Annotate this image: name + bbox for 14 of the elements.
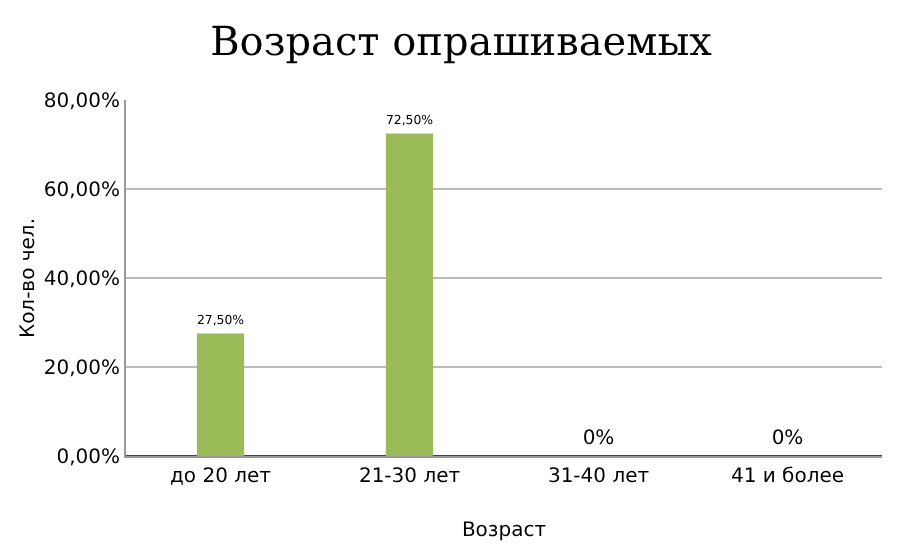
x-tick-label: до 20 лет (170, 466, 272, 488)
y-tick-label: 60,00% (43, 180, 120, 202)
x-axis-title: Возраст (461, 520, 547, 542)
y-tick-label: 20,00% (43, 358, 120, 380)
chart-title: Возраст опрашиваемых (210, 17, 714, 66)
x-tick-label: 31-40 лет (547, 466, 650, 488)
y-tick-label: 80,00% (43, 91, 120, 113)
y-tick-label: 40,00% (43, 269, 120, 291)
data-label: 0% (771, 428, 804, 450)
x-tick-label: 41 и более (730, 466, 845, 488)
x-tick-label: 21-30 лет (358, 466, 461, 488)
data-label: 0% (582, 428, 615, 450)
y-axis-title: Кол-во чел. (17, 217, 40, 339)
y-tick-label: 0,00% (56, 447, 120, 469)
